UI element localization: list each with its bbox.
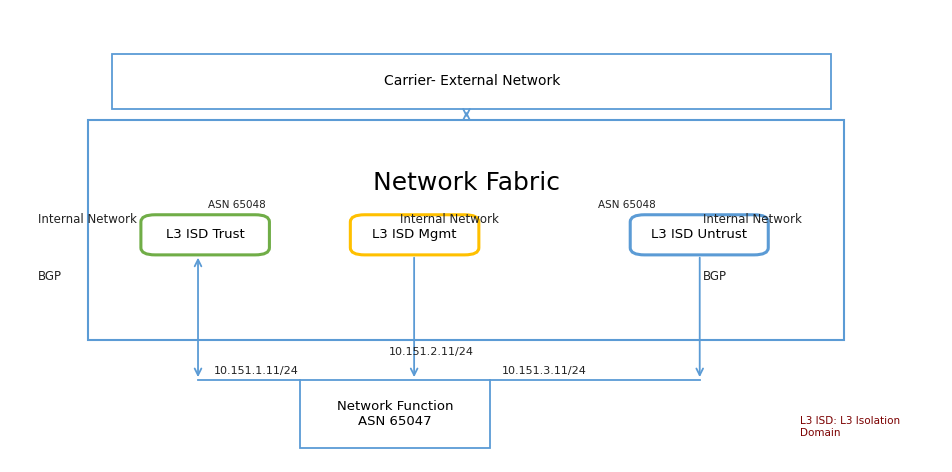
Text: Network Function
ASN 65047: Network Function ASN 65047 xyxy=(337,400,453,428)
Text: L3 ISD Mgmt: L3 ISD Mgmt xyxy=(372,228,457,241)
Text: ASN 65048: ASN 65048 xyxy=(598,200,656,211)
Text: L3 ISD Trust: L3 ISD Trust xyxy=(166,228,245,241)
Text: 10.151.3.11/24: 10.151.3.11/24 xyxy=(502,365,586,376)
Text: L3 ISD Untrust: L3 ISD Untrust xyxy=(651,228,747,241)
Text: BGP: BGP xyxy=(703,270,726,283)
Bar xyxy=(88,120,844,340)
FancyBboxPatch shape xyxy=(141,215,269,255)
Text: L3 ISD: L3 Isolation
Domain: L3 ISD: L3 Isolation Domain xyxy=(800,416,900,438)
Text: 10.151.2.11/24: 10.151.2.11/24 xyxy=(388,346,473,357)
Text: Internal Network: Internal Network xyxy=(38,213,137,226)
FancyBboxPatch shape xyxy=(630,215,768,255)
Text: 10.151.1.11/24: 10.151.1.11/24 xyxy=(214,365,299,376)
Text: ASN 65048: ASN 65048 xyxy=(208,200,266,211)
Text: Internal Network: Internal Network xyxy=(703,213,802,226)
FancyBboxPatch shape xyxy=(350,215,479,255)
Text: Network Fabric: Network Fabric xyxy=(372,171,560,195)
Text: Carrier- External Network: Carrier- External Network xyxy=(384,75,560,88)
Bar xyxy=(112,54,831,109)
Bar xyxy=(300,380,490,448)
Text: Internal Network: Internal Network xyxy=(400,213,499,226)
Text: BGP: BGP xyxy=(38,270,62,283)
